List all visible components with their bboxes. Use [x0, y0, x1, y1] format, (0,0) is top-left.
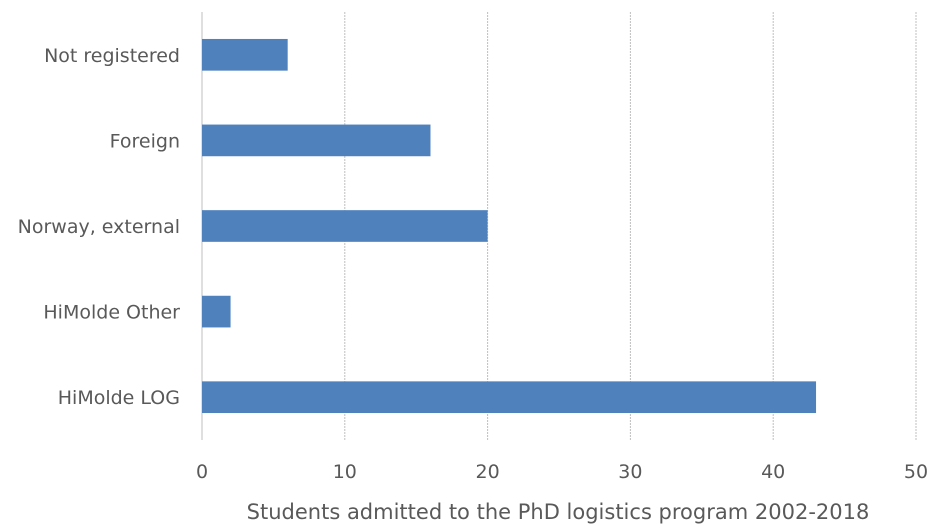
x-tick-label: 30: [618, 461, 642, 483]
x-axis-title: Students admitted to the PhD logistics p…: [247, 500, 870, 524]
category-labels: Not registered Foreign Norway, external HiM…: [18, 45, 181, 409]
category-label: Not registered: [44, 45, 180, 67]
bar: [202, 210, 488, 242]
bar: [202, 381, 817, 414]
category-label: HiMolde Other: [43, 302, 180, 324]
bar: [202, 124, 431, 157]
x-tick-labels: 0 10 20 30 40 50: [196, 461, 928, 483]
x-tick-label: 10: [333, 461, 357, 483]
bar: [202, 38, 288, 71]
category-label: Norway, external: [18, 216, 180, 238]
x-tick-label: 50: [904, 461, 928, 483]
category-label: HiMolde LOG: [58, 387, 180, 409]
x-tick-label: 40: [761, 461, 785, 483]
x-tick-label: 20: [476, 461, 500, 483]
bar: [202, 295, 231, 328]
category-label: Foreign: [110, 130, 180, 152]
x-tick-label: 0: [196, 461, 208, 483]
bars: [202, 38, 817, 414]
